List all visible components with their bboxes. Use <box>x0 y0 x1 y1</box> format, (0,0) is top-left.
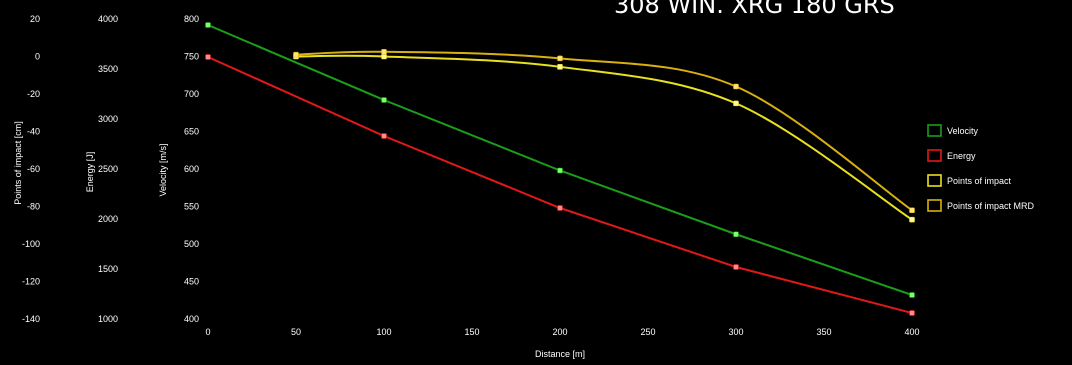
data-point-points-of-impact-mrd-50 <box>293 51 299 58</box>
y-tick-impact--20: -20 <box>27 89 40 99</box>
data-point-energy-300 <box>733 264 739 270</box>
x-tick-100: 100 <box>376 327 391 337</box>
y-tick-impact--140: -140 <box>22 314 40 324</box>
legend-label-velocity: Velocity <box>947 126 979 136</box>
data-point-velocity-100 <box>381 97 387 103</box>
legend: Velocity Energy Points of impact Points of … <box>927 124 1035 212</box>
legend-label-energy: Energy <box>947 151 976 161</box>
legend-label-points-of-impact-mrd: Points of impact MRD <box>947 201 1035 211</box>
data-point-points-of-impact-mrd-200 <box>557 55 563 62</box>
x-tick-50: 50 <box>291 327 301 337</box>
series-layer <box>205 22 915 316</box>
y-tick-energy-1500: 1500 <box>98 264 118 274</box>
y-tick-energy-3000: 3000 <box>98 114 118 124</box>
y-tick-velocity-450: 450 <box>184 277 199 287</box>
y-tick-energy-2500: 2500 <box>98 164 118 174</box>
x-tick-300: 300 <box>728 327 743 337</box>
y-tick-velocity-600: 600 <box>184 164 199 174</box>
y-tick-impact--60: -60 <box>27 164 40 174</box>
x-axis-title: Distance [m] <box>535 349 585 359</box>
y-tick-energy-2000: 2000 <box>98 214 118 224</box>
x-tick-350: 350 <box>816 327 831 337</box>
y-tick-velocity-400: 400 <box>184 314 199 324</box>
y-axis-impact: 20 0 -20 -40 -60 -80 -100 -120 -140 Points of imp… <box>13 14 40 324</box>
chart-title: 308 WIN. XRG 180 GRS <box>614 0 895 19</box>
data-point-points-of-impact-200 <box>557 64 563 70</box>
y-axis-title-impact: Points of impact [cm] <box>13 121 23 205</box>
x-tick-0: 0 <box>205 327 210 337</box>
x-tick-400: 400 <box>904 327 919 337</box>
y-tick-velocity-700: 700 <box>184 89 199 99</box>
y-tick-velocity-800: 800 <box>184 14 199 24</box>
data-point-energy-0 <box>205 54 211 60</box>
series-line-energy <box>207 56 913 314</box>
series-line-points-of-impact <box>295 54 913 221</box>
y-tick-energy-4000: 4000 <box>98 14 118 24</box>
x-tick-150: 150 <box>464 327 479 337</box>
data-point-points-of-impact-mrd-100 <box>381 49 387 55</box>
y-tick-impact-20: 20 <box>30 14 40 24</box>
legend-swatch-energy <box>927 149 942 162</box>
data-point-points-of-impact-100 <box>381 53 387 60</box>
y-tick-impact-0: 0 <box>35 52 40 62</box>
series-line-points-of-impact-mrd <box>295 50 913 212</box>
y-axis-title-velocity: Velocity [m/s] <box>158 143 168 196</box>
data-point-velocity-200 <box>557 167 563 174</box>
y-axis-velocity: 800 750 700 650 600 550 500 450 400 Velocity [m/s… <box>158 14 199 324</box>
x-axis: 0 50 100 150 200 250 300 350 400 Distance [m] <box>205 327 919 359</box>
data-point-velocity-0 <box>205 22 211 28</box>
data-point-points-of-impact-mrd-400 <box>909 207 915 214</box>
y-tick-velocity-650: 650 <box>184 127 199 137</box>
legend-swatch-velocity <box>927 124 942 137</box>
y-tick-impact--120: -120 <box>22 277 40 287</box>
y-axis-title-energy: Energy [J] <box>85 152 95 193</box>
data-point-velocity-400 <box>909 292 915 298</box>
data-point-points-of-impact-400 <box>909 216 915 223</box>
y-tick-velocity-500: 500 <box>184 239 199 249</box>
y-tick-impact--100: -100 <box>22 239 40 249</box>
y-tick-velocity-550: 550 <box>184 202 199 212</box>
x-tick-200: 200 <box>552 327 567 337</box>
y-tick-energy-1000: 1000 <box>98 314 118 324</box>
data-point-velocity-300 <box>733 231 739 238</box>
legend-swatch-points-of-impact-mrd <box>927 199 942 212</box>
y-tick-impact--80: -80 <box>27 202 40 212</box>
data-point-points-of-impact-300 <box>733 100 739 107</box>
data-point-energy-100 <box>381 133 387 139</box>
y-tick-velocity-750: 750 <box>184 52 199 62</box>
data-point-points-of-impact-mrd-300 <box>733 83 739 90</box>
y-axis-energy: 4000 3500 3000 2500 2000 1500 1000 Energy [J] <box>85 14 118 324</box>
x-tick-250: 250 <box>640 327 655 337</box>
legend-label-points-of-impact: Points of impact <box>947 176 1012 186</box>
y-tick-energy-3500: 3500 <box>98 64 118 74</box>
data-point-energy-400 <box>909 310 915 316</box>
data-point-energy-200 <box>557 205 563 211</box>
y-tick-impact--40: -40 <box>27 127 40 137</box>
legend-swatch-points-of-impact <box>927 174 942 187</box>
